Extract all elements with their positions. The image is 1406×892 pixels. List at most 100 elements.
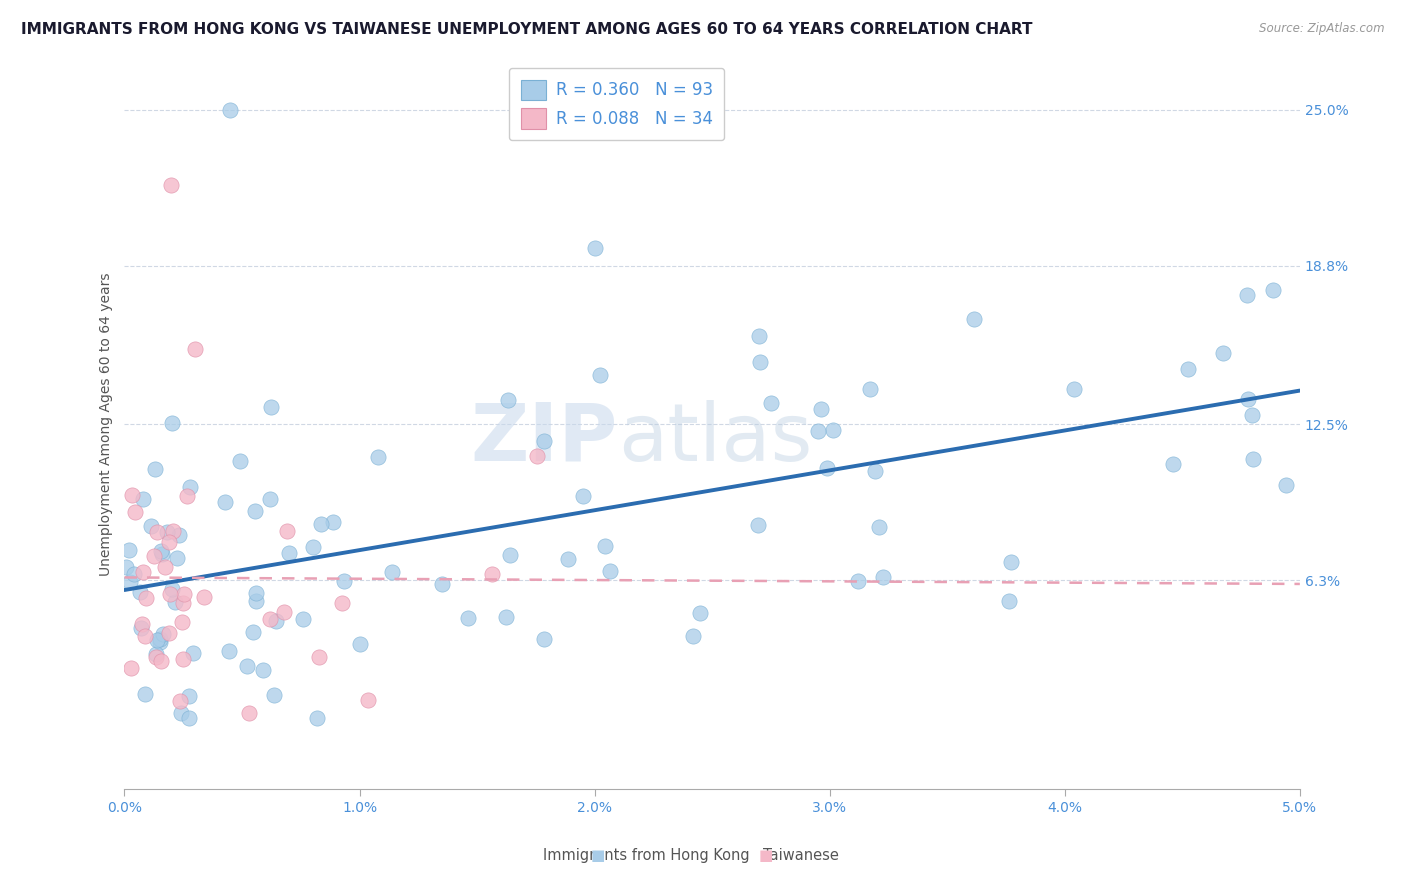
Point [143, 549, 166, 564]
Point [1274, 478, 1296, 492]
Point [122, 567, 145, 582]
Point [305, 711, 328, 725]
Point [245, 586, 267, 600]
Point [170, 706, 193, 720]
Point [1236, 392, 1258, 407]
Point [292, 612, 315, 626]
Point [859, 382, 882, 396]
Point [457, 611, 479, 625]
Point [245, 504, 267, 518]
Point [747, 517, 769, 532]
Point [160, 178, 183, 193]
Point [593, 539, 616, 553]
Point [589, 368, 612, 383]
Point [129, 621, 152, 635]
Text: ZIP: ZIP [471, 400, 619, 478]
Point [134, 629, 156, 643]
Point [357, 693, 380, 707]
Point [172, 615, 194, 629]
Point [146, 524, 169, 539]
Point [156, 524, 179, 539]
Point [526, 450, 548, 464]
Point [131, 616, 153, 631]
Point [245, 594, 267, 608]
Text: Taiwanese: Taiwanese [763, 848, 839, 863]
Point [1212, 346, 1234, 360]
Point [152, 547, 174, 561]
Point [865, 464, 887, 478]
Point [157, 626, 180, 640]
Point [165, 595, 187, 609]
Point [252, 663, 274, 677]
Point [381, 565, 404, 579]
Point [848, 574, 870, 588]
Point [495, 610, 517, 624]
Point [124, 505, 146, 519]
Point [132, 491, 155, 506]
Point [259, 612, 281, 626]
Point [149, 635, 172, 649]
Point [155, 559, 177, 574]
Text: ■: ■ [591, 848, 605, 863]
Point [599, 564, 621, 578]
Point [150, 544, 173, 558]
Point [1240, 409, 1263, 423]
Point [128, 585, 150, 599]
Point [1161, 457, 1184, 471]
Point [367, 450, 389, 464]
Point [169, 528, 191, 542]
Point [177, 711, 200, 725]
Point [121, 661, 143, 675]
Point [259, 401, 281, 415]
Point [963, 311, 986, 326]
Text: Immigrants from Hong Kong: Immigrants from Hong Kong [544, 848, 749, 863]
Point [149, 654, 172, 668]
Point [823, 423, 845, 437]
Point [583, 241, 606, 255]
Point [159, 587, 181, 601]
Y-axis label: Unemployment Among Ages 60 to 64 years: Unemployment Among Ages 60 to 64 years [100, 272, 114, 576]
Point [572, 489, 595, 503]
Point [115, 559, 138, 574]
Point [1241, 451, 1264, 466]
Point [533, 632, 555, 646]
Point [259, 492, 281, 507]
Point [134, 687, 156, 701]
Point [145, 647, 167, 661]
Point [432, 577, 454, 591]
Point [311, 516, 333, 531]
Point [333, 574, 356, 589]
Point [145, 461, 167, 475]
Point [214, 494, 236, 508]
Point [160, 582, 183, 596]
Point [157, 535, 180, 549]
Point [173, 587, 195, 601]
Point [162, 524, 184, 538]
Point [481, 566, 503, 581]
Point [219, 103, 242, 117]
Point [689, 606, 711, 620]
Point [169, 694, 191, 708]
Point [238, 706, 260, 721]
Text: ■: ■ [759, 848, 773, 863]
Point [1236, 287, 1258, 301]
Point [146, 633, 169, 648]
Point [308, 650, 330, 665]
Point [682, 629, 704, 643]
Point [749, 355, 772, 369]
Point [184, 342, 207, 356]
Point [166, 550, 188, 565]
Point [264, 614, 287, 628]
Point [118, 542, 141, 557]
Point [218, 644, 240, 658]
Point [1000, 555, 1022, 569]
Point [242, 625, 264, 640]
Point [815, 461, 838, 475]
Point [1177, 362, 1199, 376]
Point [263, 688, 285, 702]
Point [149, 632, 172, 646]
Point [273, 605, 295, 619]
Point [557, 552, 579, 566]
Text: atlas: atlas [619, 400, 813, 478]
Point [172, 651, 194, 665]
